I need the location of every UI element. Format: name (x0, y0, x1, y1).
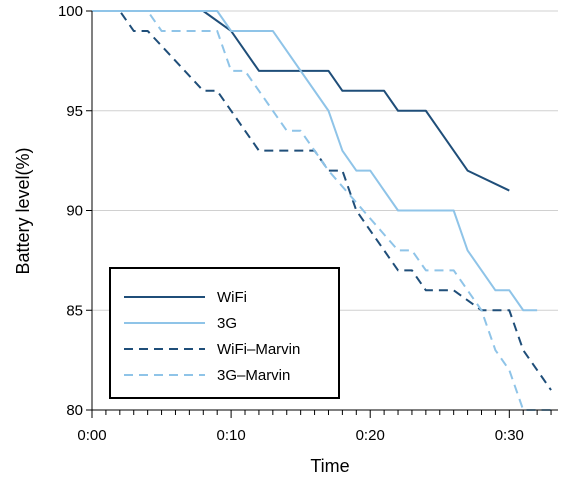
x-tick-label-0:10: 0:10 (217, 427, 246, 444)
tick-labels: 80 85 90 95 100 0:00 0:10 0:20 0:30 (58, 3, 524, 444)
legend-label-4: 3G–Marvin (217, 367, 290, 384)
axes (86, 10, 558, 418)
legend-label-1: WiFi (217, 289, 247, 306)
legend-label-2: 3G (217, 315, 237, 332)
gridlines (92, 10, 558, 311)
series-line-2 (92, 10, 538, 312)
series-line-1 (92, 10, 510, 192)
y-tick-label-90: 90 (66, 203, 83, 220)
y-tick-label-80: 80 (66, 402, 83, 419)
y-tick-label-100: 100 (58, 3, 83, 20)
legend-label-3: WiFi–Marvin (217, 341, 300, 358)
legend: WiFi 3G WiFi–Marvin 3G–Marvin (109, 267, 340, 399)
y-axis-title: Battery level(%) (13, 147, 33, 274)
x-tick-label-0:30: 0:30 (495, 427, 524, 444)
y-tick-label-85: 85 (66, 302, 83, 319)
legend-box (109, 267, 340, 399)
y-tick-label-95: 95 (66, 103, 83, 120)
x-axis-title: Time (310, 456, 349, 476)
x-tick-label-0:00: 0:00 (77, 427, 106, 444)
x-tick-label-0:20: 0:20 (356, 427, 385, 444)
series-lines (92, 10, 552, 411)
series-line-4 (92, 10, 552, 411)
